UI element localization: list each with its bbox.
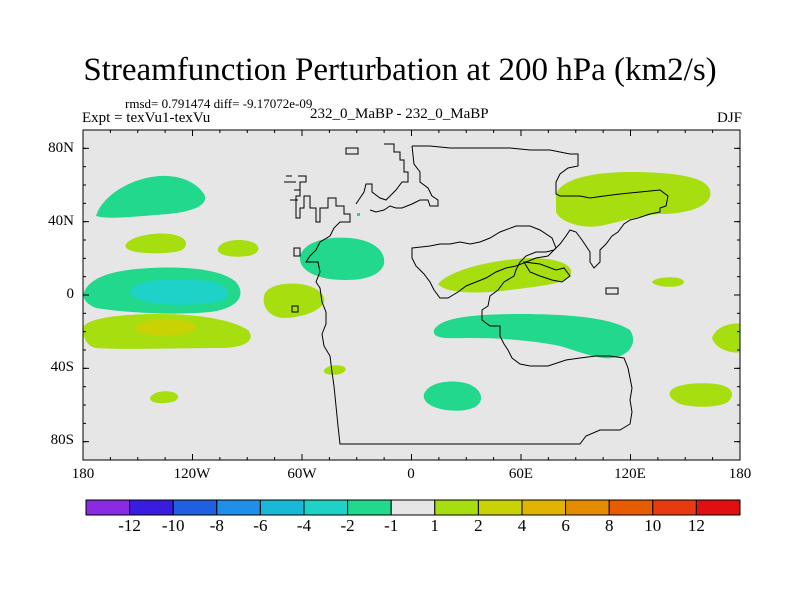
anomaly-w-pacific-pos (652, 277, 684, 287)
colorbar-swatch-2 (172, 499, 218, 516)
colorbar-swatch-0 (85, 499, 131, 516)
colorbar-label-5: -2 (340, 516, 355, 535)
coast-americas (295, 175, 351, 445)
colorbar-swatch-8 (434, 499, 479, 516)
y-tick-label-40n: 40N (48, 213, 74, 229)
colorbar-swatch-12 (608, 499, 654, 516)
colorbar-swatch-9 (477, 499, 523, 516)
x-tick-label-120e: 120E (614, 466, 646, 482)
anomaly-sw-pacific-pos (712, 323, 740, 353)
colorbar-swatch-7 (390, 499, 436, 516)
colorbar-swatch-6 (347, 499, 392, 516)
contour-fills (83, 172, 740, 411)
stats-line: rmsd= 0.791474 diff= -9.17072e-09 (125, 96, 313, 111)
x-tick-label-180e: 180 (728, 466, 752, 482)
colorbar-label-2: -8 (209, 516, 224, 535)
colorbar-swatch-10 (521, 499, 567, 516)
anomaly-s-atlantic-dot (357, 213, 360, 216)
coast-island-1 (291, 305, 299, 313)
colorbar (85, 499, 741, 516)
anomaly-aus-pos (669, 383, 732, 407)
colorbar-swatch-3 (216, 499, 261, 516)
y-tick-label-80s: 80S (50, 432, 74, 448)
colorbar-label-12: 10 (644, 516, 662, 535)
colorbar-swatch-5 (303, 499, 349, 516)
coast-west-africa (411, 225, 557, 299)
coast-island-2 (293, 247, 301, 257)
x-tick-label-60w: 60W (287, 466, 317, 482)
coast-greenland-ice (284, 175, 300, 201)
chart-title: Streamfunction Perturbation at 200 hPa (… (83, 52, 717, 88)
season-label: DJF (716, 110, 742, 126)
colorbar-label-13: 12 (687, 516, 705, 535)
colorbar-label-10: 6 (561, 516, 570, 535)
colorbar-label-3: -6 (253, 516, 268, 535)
anomaly-s-pacific-core (134, 319, 197, 336)
colorbar-label-0: -12 (118, 516, 141, 535)
anomaly-n-pacific-pos (125, 233, 186, 254)
coastlines (284, 143, 669, 445)
anomaly-tropical-pacific-core (130, 279, 228, 305)
anomaly-s-indian-pos (150, 391, 178, 404)
colorbar-swatch-1 (129, 499, 174, 516)
y-tick-label-80n: 80N (48, 140, 74, 156)
coast-africa-eurasia (350, 145, 669, 445)
expt-line: Expt = texVu1-texVu (82, 110, 211, 126)
anomaly-n-america-neg (299, 237, 385, 280)
colorbar-label-1: -10 (161, 516, 185, 535)
x-tick-label-120w: 120W (173, 466, 211, 482)
y-tick-label-40s: 40S (50, 359, 74, 375)
anomaly-indian-ocean-neg (433, 314, 634, 359)
colorbar-swatch-14 (695, 499, 741, 516)
axis-ticks (82, 129, 741, 461)
colorbar-label-11: 8 (604, 516, 614, 535)
colorbar-label-7: 1 (430, 516, 440, 535)
center-label: 232_0_MaBP - 232_0_MaBP (310, 106, 489, 122)
colorbar-label-8: 2 (474, 516, 483, 535)
colorbar-label-9: 4 (517, 516, 527, 535)
colorbar-label-6: -1 (384, 516, 399, 535)
coast-north-pole-land (345, 143, 409, 205)
coast-island-3 (605, 287, 619, 295)
anomaly-s-atlantic-pos (323, 365, 346, 375)
anomaly-s-america-pos (263, 283, 325, 318)
anomaly-n-pacific-pos-2 (217, 240, 259, 257)
coast-europe-north (369, 145, 439, 213)
anomaly-nw-pacific-neg (96, 175, 206, 218)
anomaly-s-africa-neg (423, 381, 482, 411)
y-tick-label-0: 0 (66, 286, 75, 302)
coast-arabia (523, 261, 571, 283)
colorbar-label-4: -4 (296, 516, 312, 535)
colorbar-swatch-4 (259, 499, 305, 516)
colorbar-swatch-11 (565, 499, 610, 516)
x-tick-label-60e: 60E (508, 466, 534, 482)
anomaly-asia-pos (556, 172, 711, 227)
x-tick-label-180w: 180 (71, 466, 95, 482)
colorbar-swatch-13 (652, 499, 697, 516)
x-tick-label-0: 0 (407, 466, 415, 482)
